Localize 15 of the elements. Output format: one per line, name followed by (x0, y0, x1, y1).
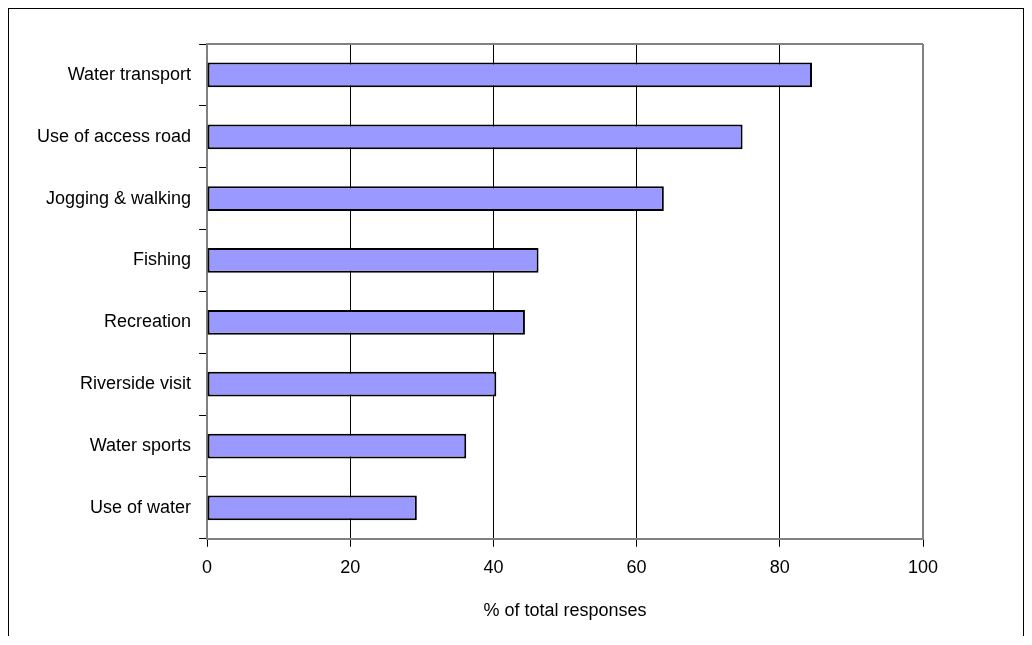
y-tick-label: Fishing (133, 249, 192, 270)
y-tick-label: Use of access road (36, 125, 192, 146)
y-tick-label: Use of water (90, 496, 192, 517)
y-tick-label: Jogging & walking (45, 187, 192, 208)
x-tick-label: 60 (626, 556, 647, 577)
y-tick-label: Recreation (104, 311, 192, 332)
y-tick-label: Water transport (67, 63, 192, 84)
x-tick-label: 0 (202, 556, 213, 577)
x-tick-label: 80 (769, 556, 790, 577)
x-tick-label: 100 (907, 556, 939, 577)
x-tick-label: 40 (483, 556, 504, 577)
x-axis-title: % of total responses (483, 600, 647, 621)
y-tick-label: Riverside visit (80, 373, 192, 394)
x-tick-label: 20 (340, 556, 361, 577)
y-tick-label: Water sports (89, 434, 192, 455)
